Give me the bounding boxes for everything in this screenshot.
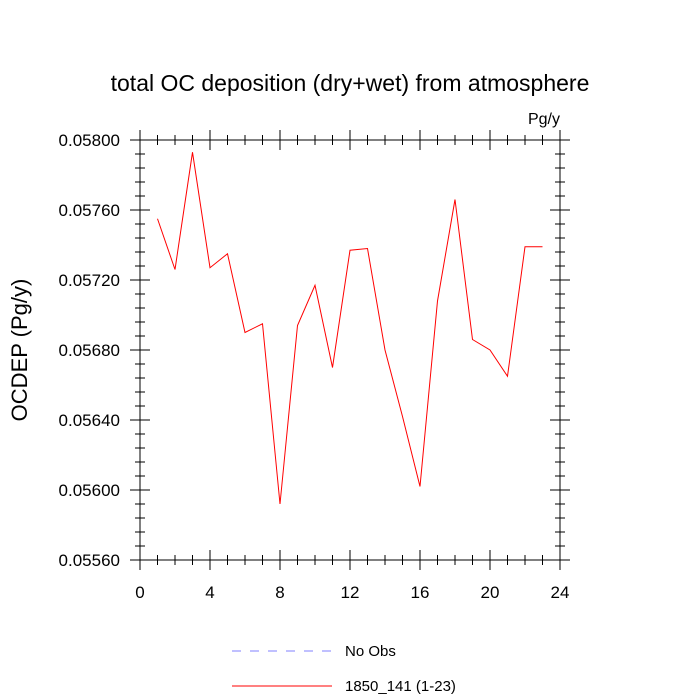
series-layer	[157, 152, 543, 505]
x-tick-label: 24	[551, 583, 570, 602]
legend: No Obs 1850_141 (1-23)	[232, 643, 456, 695]
y-axis-label: OCDEP (Pg/y)	[7, 279, 32, 422]
series-line	[157, 152, 543, 505]
x-tick-label: 12	[341, 583, 360, 602]
units-label: Pg/y	[528, 111, 560, 128]
y-tick-label: 0.05560	[59, 551, 120, 570]
x-tick-label: 4	[205, 583, 214, 602]
chart-title: total OC deposition (dry+wet) from atmos…	[111, 70, 590, 96]
y-tick-label: 0.05640	[59, 411, 120, 430]
y-tick-label: 0.05720	[59, 271, 120, 290]
y-tick-label: 0.05760	[59, 201, 120, 220]
y-tick-label: 0.05680	[59, 341, 120, 360]
y-tick-label: 0.05800	[59, 131, 120, 150]
x-tick-label: 16	[411, 583, 430, 602]
y-tick-label: 0.05600	[59, 481, 120, 500]
legend-label-series: 1850_141 (1-23)	[345, 678, 456, 695]
axis-ticks	[130, 130, 570, 570]
axis-tick-labels: 0 4 8 12 16 20 24 0.05560 0.05600 0.05640 0.05680 0…	[59, 131, 570, 602]
legend-label-no-obs: No Obs	[345, 643, 396, 660]
x-tick-label: 0	[135, 583, 144, 602]
x-tick-label: 20	[481, 583, 500, 602]
x-tick-label: 8	[275, 583, 284, 602]
plot-frame	[139, 139, 561, 561]
